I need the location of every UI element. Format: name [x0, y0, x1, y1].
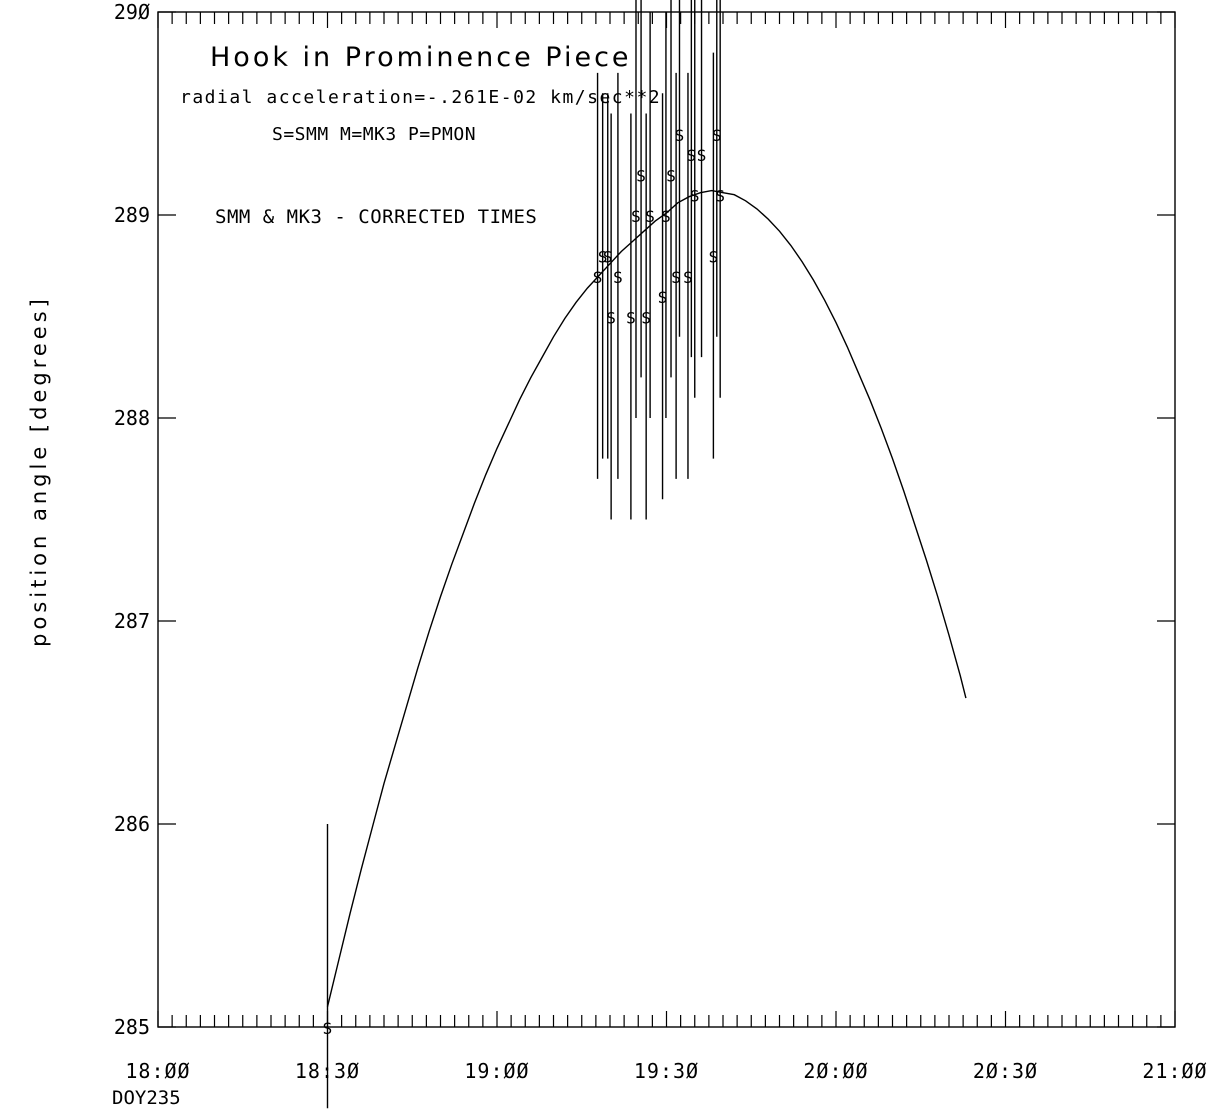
chart-title: Hook in Prominence Piece — [210, 42, 632, 73]
data-point: S — [626, 113, 636, 520]
data-point: S — [603, 93, 613, 459]
point-marker: S — [606, 309, 616, 328]
point-marker: S — [687, 146, 697, 165]
data-point: S — [697, 0, 707, 358]
x-tick-label: 19:ØØ — [464, 1059, 529, 1083]
x-tick-label: 18:3Ø — [295, 1059, 360, 1083]
data-point: S — [658, 93, 668, 500]
point-marker: S — [712, 126, 722, 145]
data-point: S — [709, 52, 719, 459]
y-tick-label: 286 — [114, 812, 150, 836]
x-tick-label: 21:ØØ — [1142, 1059, 1207, 1083]
point-marker: S — [626, 309, 636, 328]
data-point: S — [636, 0, 646, 378]
chart-note: SMM & MK3 - CORRECTED TIMES — [215, 206, 537, 228]
data-point: S — [666, 0, 676, 378]
y-tick-label: 287 — [114, 609, 150, 633]
y-tick-label: 288 — [114, 406, 150, 430]
y-tick-label: 29Ø — [114, 0, 150, 24]
data-point: S — [715, 0, 725, 398]
point-marker: S — [690, 187, 700, 206]
point-marker: S — [715, 187, 725, 206]
data-point: S — [683, 72, 693, 479]
data-point: S — [661, 12, 671, 418]
data-point: S — [598, 93, 608, 459]
point-marker: S — [636, 166, 646, 185]
chart-subtitle: radial acceleration=-.261E-02 km/sec**2 — [180, 87, 661, 108]
tick-label-layer: 285 286 287 288 289 29Ø 18:ØØ 18:3Ø 19:ØØ 19:3Ø 2Ø… — [114, 0, 1207, 1083]
data-point: S — [645, 12, 655, 418]
data-point: S — [641, 113, 651, 520]
data-point: S — [690, 0, 700, 398]
x-tick-label: 18:ØØ — [125, 1059, 190, 1083]
data-point: S — [593, 72, 603, 479]
point-marker: S — [683, 268, 693, 287]
point-marker: S — [658, 288, 668, 307]
data-point: S — [613, 72, 623, 479]
point-marker: S — [697, 146, 707, 165]
point-marker: S — [598, 248, 608, 267]
y-axis-label: position angle [degrees] — [27, 295, 51, 647]
point-marker: S — [709, 248, 719, 267]
point-marker: S — [661, 207, 671, 226]
data-point: S — [606, 113, 616, 520]
data-point: S — [712, 0, 722, 337]
data-point: S — [687, 0, 697, 358]
point-marker: S — [645, 207, 655, 226]
data-point: S — [631, 0, 641, 418]
point-marker: S — [671, 268, 681, 287]
x-tick-label: 19:3Ø — [634, 1059, 699, 1083]
point-marker: S — [593, 268, 603, 287]
day-label: DOY235 — [112, 1087, 181, 1109]
legend-key: S=SMM M=MK3 P=PMON — [272, 124, 476, 145]
point-marker: S — [641, 309, 651, 328]
point-marker: S — [613, 268, 623, 287]
data-point: S — [675, 0, 685, 337]
x-tick-label: 2Ø:ØØ — [803, 1059, 868, 1083]
x-tick-label: 2Ø:3Ø — [973, 1059, 1038, 1083]
y-tick-label: 285 — [114, 1015, 150, 1039]
point-marker: S — [631, 207, 641, 226]
y-tick-label: 289 — [114, 203, 150, 227]
point-marker: S — [666, 166, 676, 185]
point-marker: S — [675, 126, 685, 145]
point-marker: S — [603, 248, 613, 267]
data-point: S — [323, 824, 333, 1109]
point-marker: S — [323, 1019, 333, 1038]
data-point: S — [671, 72, 681, 479]
